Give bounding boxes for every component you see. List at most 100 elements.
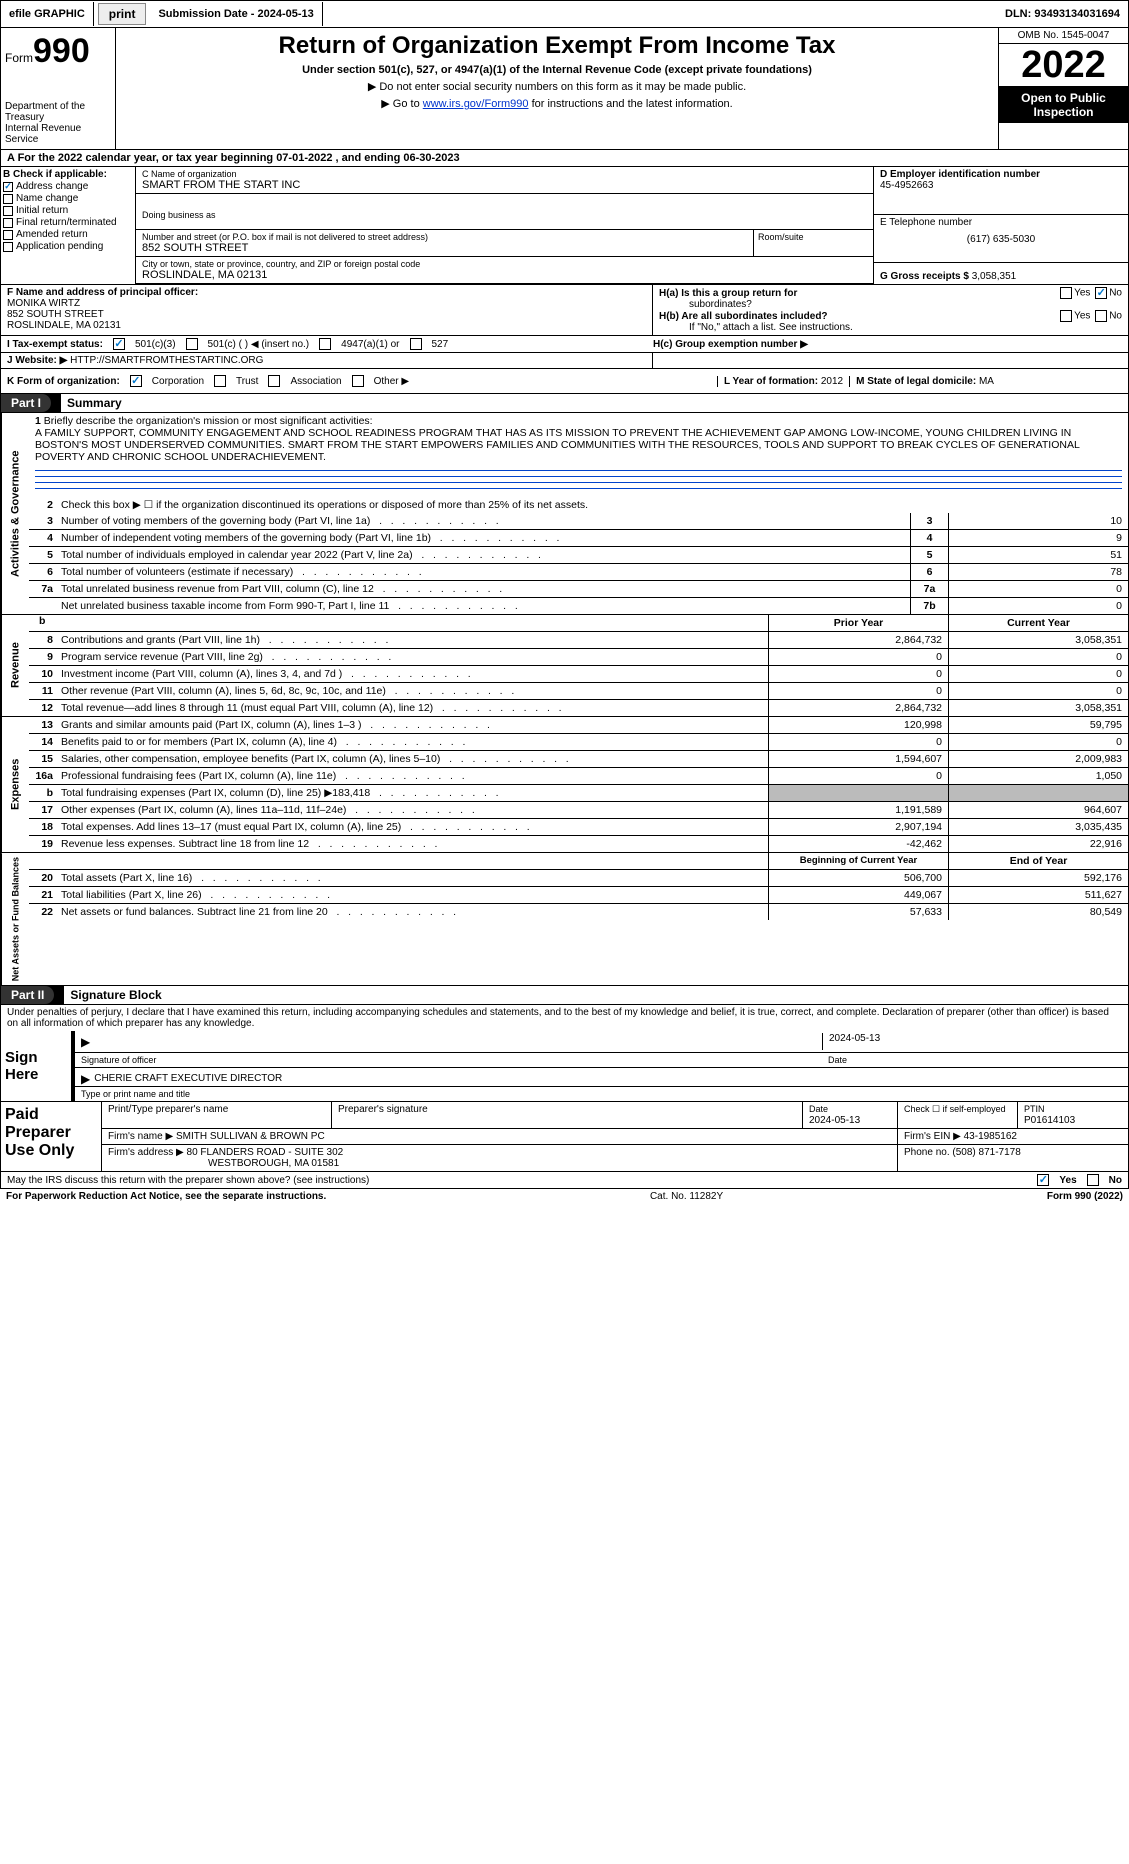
current-year-hdr: Current Year [948,615,1128,631]
no-label: No [1109,1175,1122,1186]
open-public: Open to Public Inspection [999,86,1128,123]
c-dba-cell: Doing business as [136,194,873,230]
curr-val: 0 [948,649,1128,665]
prep-sig-label: Preparer's signature [332,1102,803,1128]
cat-no: Cat. No. 11282Y [326,1191,1047,1202]
yes-label: Yes [1074,311,1090,322]
line-text: Other revenue (Part VIII, column (A), li… [57,683,768,699]
yes-label: Yes [1059,1175,1076,1186]
summary-line: 17 Other expenses (Part IX, column (A), … [29,802,1128,819]
line-text: Contributions and grants (Part VIII, lin… [57,632,768,648]
ptin-lbl: PTIN [1024,1104,1045,1114]
chk-corporation[interactable] [130,375,142,387]
chk-address-change[interactable]: ✓Address change [3,181,133,192]
chk-association[interactable] [268,375,280,387]
line-num: 15 [29,751,57,767]
sig-name-label: Type or print name and title [81,1089,1122,1099]
opt-501c3: 501(c)(3) [135,339,176,350]
curr-val: 22,916 [948,836,1128,852]
line-box-num: 7b [910,598,948,614]
line-text: Number of voting members of the governin… [57,513,910,529]
revenue-body: b Prior Year Current Year 8 Contribution… [29,615,1128,716]
ptin-val: P01614103 [1024,1115,1075,1126]
hdr-spacer: b [29,615,768,631]
chk-501c[interactable] [186,338,198,350]
discuss-yesno: Yes No [1035,1174,1122,1186]
col-b-checkboxes: B Check if applicable: ✓Address change N… [1,167,136,284]
prior-val: 120,998 [768,717,948,733]
ha-sub: subordinates? [659,299,1122,310]
ein-label: D Employer identification number [880,169,1122,180]
firm-addr-cell: Firm's address ▶ 80 FLANDERS ROAD - SUIT… [102,1145,898,1171]
chk-trust[interactable] [214,375,226,387]
gross-value: 3,058,351 [972,271,1017,282]
chk-name-change[interactable]: Name change [3,193,133,204]
j-right-empty [653,353,1128,368]
prior-val: 57,633 [768,904,948,920]
phone-lbl: Phone no. [904,1147,950,1158]
chk-label: Amended return [16,229,88,240]
chk-4947[interactable] [319,338,331,350]
prior-val: 1,594,607 [768,751,948,767]
col-h-group: H(a) Is this a group return for Yes No s… [653,285,1128,335]
chk-527[interactable] [410,338,422,350]
row-klm: K Form of organization: Corporation Trus… [0,369,1129,394]
chk-label: Application pending [16,241,103,252]
form-header: Form990 Department of the Treasury Inter… [0,28,1129,150]
hb-label: H(b) Are all subordinates included? [659,311,828,322]
chk-amended-return[interactable]: Amended return [3,229,133,240]
row-fh: F Name and address of principal officer:… [0,285,1129,336]
city-value: ROSLINDALE, MA 02131 [142,269,867,281]
line-value: 78 [948,564,1128,580]
line-text: Grants and similar amounts paid (Part IX… [57,717,768,733]
chk-final-return[interactable]: Final return/terminated [3,217,133,228]
chk-initial-return[interactable]: Initial return [3,205,133,216]
ptin-cell: PTINP01614103 [1018,1102,1128,1128]
curr-val: 0 [948,734,1128,750]
expenses-body: 13 Grants and similar amounts paid (Part… [29,717,1128,852]
chk-discuss-yes[interactable] [1037,1174,1049,1186]
yes-label: Yes [1074,288,1090,299]
curr-val: 3,035,435 [948,819,1128,835]
page-footer: For Paperwork Reduction Act Notice, see … [0,1189,1129,1204]
sig-name-line: CHERIE CRAFT EXECUTIVE DIRECTOR [75,1067,1128,1087]
street-value: 852 SOUTH STREET [142,242,747,254]
chk-discuss-no[interactable] [1087,1174,1099,1186]
line-text: Total revenue—add lines 8 through 11 (mu… [57,700,768,716]
col-f-officer: F Name and address of principal officer:… [1,285,653,335]
summary-line: 3 Number of voting members of the govern… [29,513,1128,530]
opt-4947: 4947(a)(1) or [341,339,399,350]
line-box-num: 4 [910,530,948,546]
opt-trust: Trust [236,376,258,387]
ha-line: H(a) Is this a group return for Yes No [659,287,1122,299]
prior-val: 2,864,732 [768,700,948,716]
irs-link[interactable]: www.irs.gov/Form990 [423,98,529,110]
line-num: b [29,785,57,801]
hc-group-exemption: H(c) Group exemption number ▶ [647,339,1122,350]
print-button[interactable]: print [98,3,147,25]
submission-date: Submission Date - 2024-05-13 [150,2,322,26]
line-num: 13 [29,717,57,733]
firm-name-cell: Firm's name ▶ SMITH SULLIVAN & BROWN PC [102,1129,898,1144]
col-deg: D Employer identification number 45-4952… [873,167,1128,284]
note2-post: for instructions and the latest informat… [529,98,733,110]
summary-line: 22 Net assets or fund balances. Subtract… [29,904,1128,920]
chk-other[interactable] [352,375,364,387]
col-c-name-address: C Name of organization SMART FROM THE ST… [136,167,873,284]
line-text: Number of independent voting members of … [57,530,910,546]
line-box-num: 5 [910,547,948,563]
line-num: 22 [29,904,57,920]
line-text: Total assets (Part X, line 16) [57,870,768,886]
governance-body: 1 Briefly describe the organization's mi… [29,413,1128,614]
chk-501c3[interactable] [113,338,125,350]
summary-line: 20 Total assets (Part X, line 16) 506,70… [29,870,1128,887]
paid-row-2: Firm's name ▶ SMITH SULLIVAN & BROWN PC … [102,1129,1128,1145]
part-2-num: Part II [1,986,54,1004]
entity-block: B Check if applicable: ✓Address change N… [0,167,1129,285]
line-value: 0 [948,581,1128,597]
chk-application-pending[interactable]: Application pending [3,241,133,252]
discuss-question: May the IRS discuss this return with the… [7,1175,369,1186]
paid-label: Paid Preparer Use Only [1,1102,101,1171]
prep-date-lbl: Date [809,1104,828,1114]
line-text: Benefits paid to or for members (Part IX… [57,734,768,750]
